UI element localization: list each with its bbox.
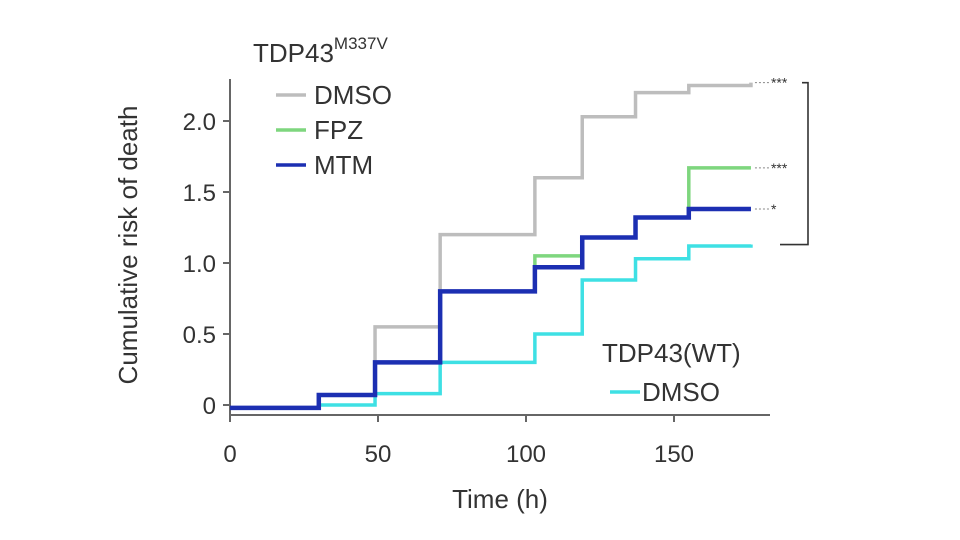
legend-label: DMSO	[642, 377, 720, 407]
y-axis-label: Cumulative risk of death	[113, 106, 143, 385]
x-tick-label: 100	[506, 441, 546, 468]
series-line-wt-dmso	[230, 244, 753, 410]
y-tick-label: 1.5	[183, 180, 216, 207]
significance-stars: *	[771, 201, 777, 217]
x-tick-label: 0	[223, 441, 236, 468]
y-tick-label: 2.0	[183, 109, 216, 136]
axes: 0 0.5 1.0 1.5 2.0 0 50 100 150	[183, 79, 770, 468]
x-tick-label: 150	[654, 441, 694, 468]
significance-bracket	[780, 81, 809, 246]
legend-title: TDP43M337V	[253, 34, 388, 68]
series-line-mutant-mtm	[230, 206, 751, 411]
significance-markers: *******	[754, 75, 809, 246]
legend: TDP43M337V DMSO FPZ MTM DMSO TDP43(WT)	[253, 34, 741, 407]
legend-label: DMSO	[314, 80, 392, 110]
y-tick-label: 1.0	[183, 251, 216, 278]
wt-legend-title: TDP43(WT)	[602, 338, 741, 368]
x-tick-label: 50	[365, 441, 392, 468]
series-lines	[230, 82, 753, 411]
y-tick-label: 0.5	[183, 322, 216, 349]
legend-label: MTM	[314, 150, 373, 180]
series-line-mutant-fpz	[230, 166, 751, 410]
x-axis-label: Time (h)	[452, 484, 548, 514]
legend-label: FPZ	[314, 115, 363, 145]
y-tick-label: 0	[203, 393, 216, 420]
legend-title-superscript: M337V	[334, 34, 389, 53]
significance-stars: ***	[771, 160, 788, 176]
significance-stars: ***	[771, 75, 788, 91]
ticks: 0 0.5 1.0 1.5 2.0 0 50 100 150	[183, 109, 694, 468]
